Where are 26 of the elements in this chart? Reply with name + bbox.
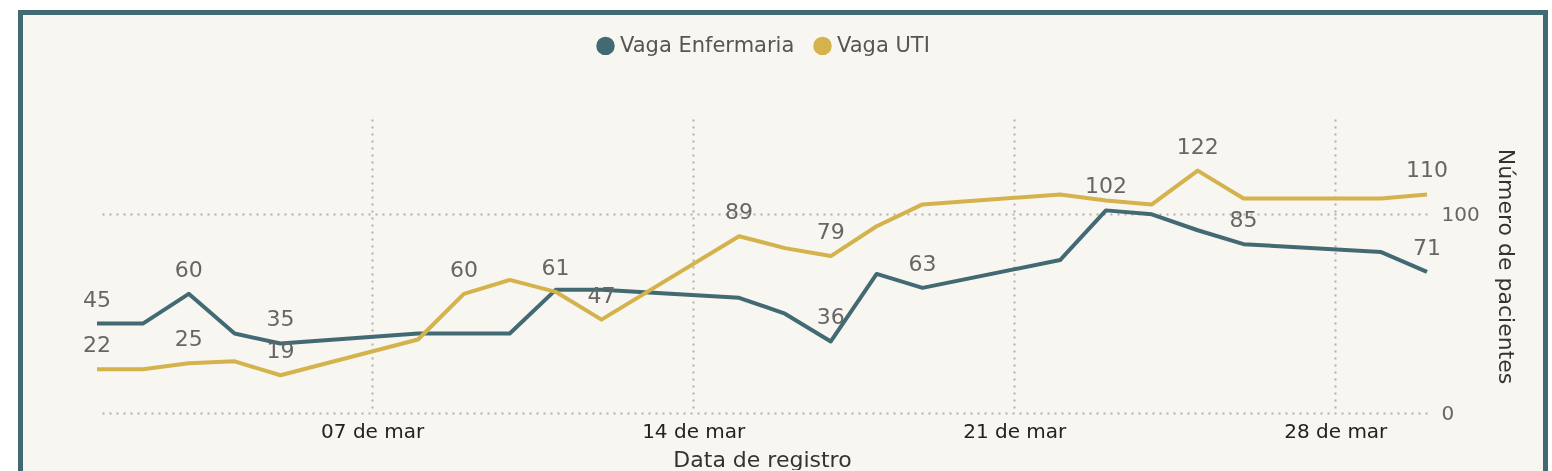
data-label: 60 <box>449 256 478 282</box>
data-label: 89 <box>725 199 754 225</box>
data-label: 85 <box>1229 207 1258 233</box>
data-label: 63 <box>908 250 937 276</box>
data-label: 71 <box>1413 234 1441 260</box>
data-label: 35 <box>266 306 295 332</box>
y-axis-title: Número de pacientes <box>1493 148 1519 385</box>
x-tick-label: 28 de mar <box>1284 418 1389 443</box>
legend-label: Vaga UTI <box>837 32 930 57</box>
data-label: 61 <box>541 254 570 280</box>
y-tick-label: 0 <box>1441 400 1455 425</box>
y-tick-label: 100 <box>1441 201 1480 226</box>
data-label: 45 <box>83 286 111 312</box>
x-tick-label: 21 de mar <box>963 418 1068 443</box>
data-label: 60 <box>174 256 203 282</box>
data-label: 102 <box>1084 173 1127 199</box>
data-label: 22 <box>83 332 111 358</box>
data-label: 110 <box>1406 157 1448 183</box>
x-tick-label: 07 de mar <box>321 418 426 443</box>
data-label: 19 <box>266 338 295 364</box>
data-label: 36 <box>816 304 845 330</box>
data-label: 122 <box>1176 133 1219 159</box>
data-label: 79 <box>816 219 845 245</box>
x-tick-label: 14 de mar <box>642 418 747 443</box>
legend-label: Vaga Enfermaria <box>620 32 795 57</box>
data-label: 25 <box>174 326 203 352</box>
